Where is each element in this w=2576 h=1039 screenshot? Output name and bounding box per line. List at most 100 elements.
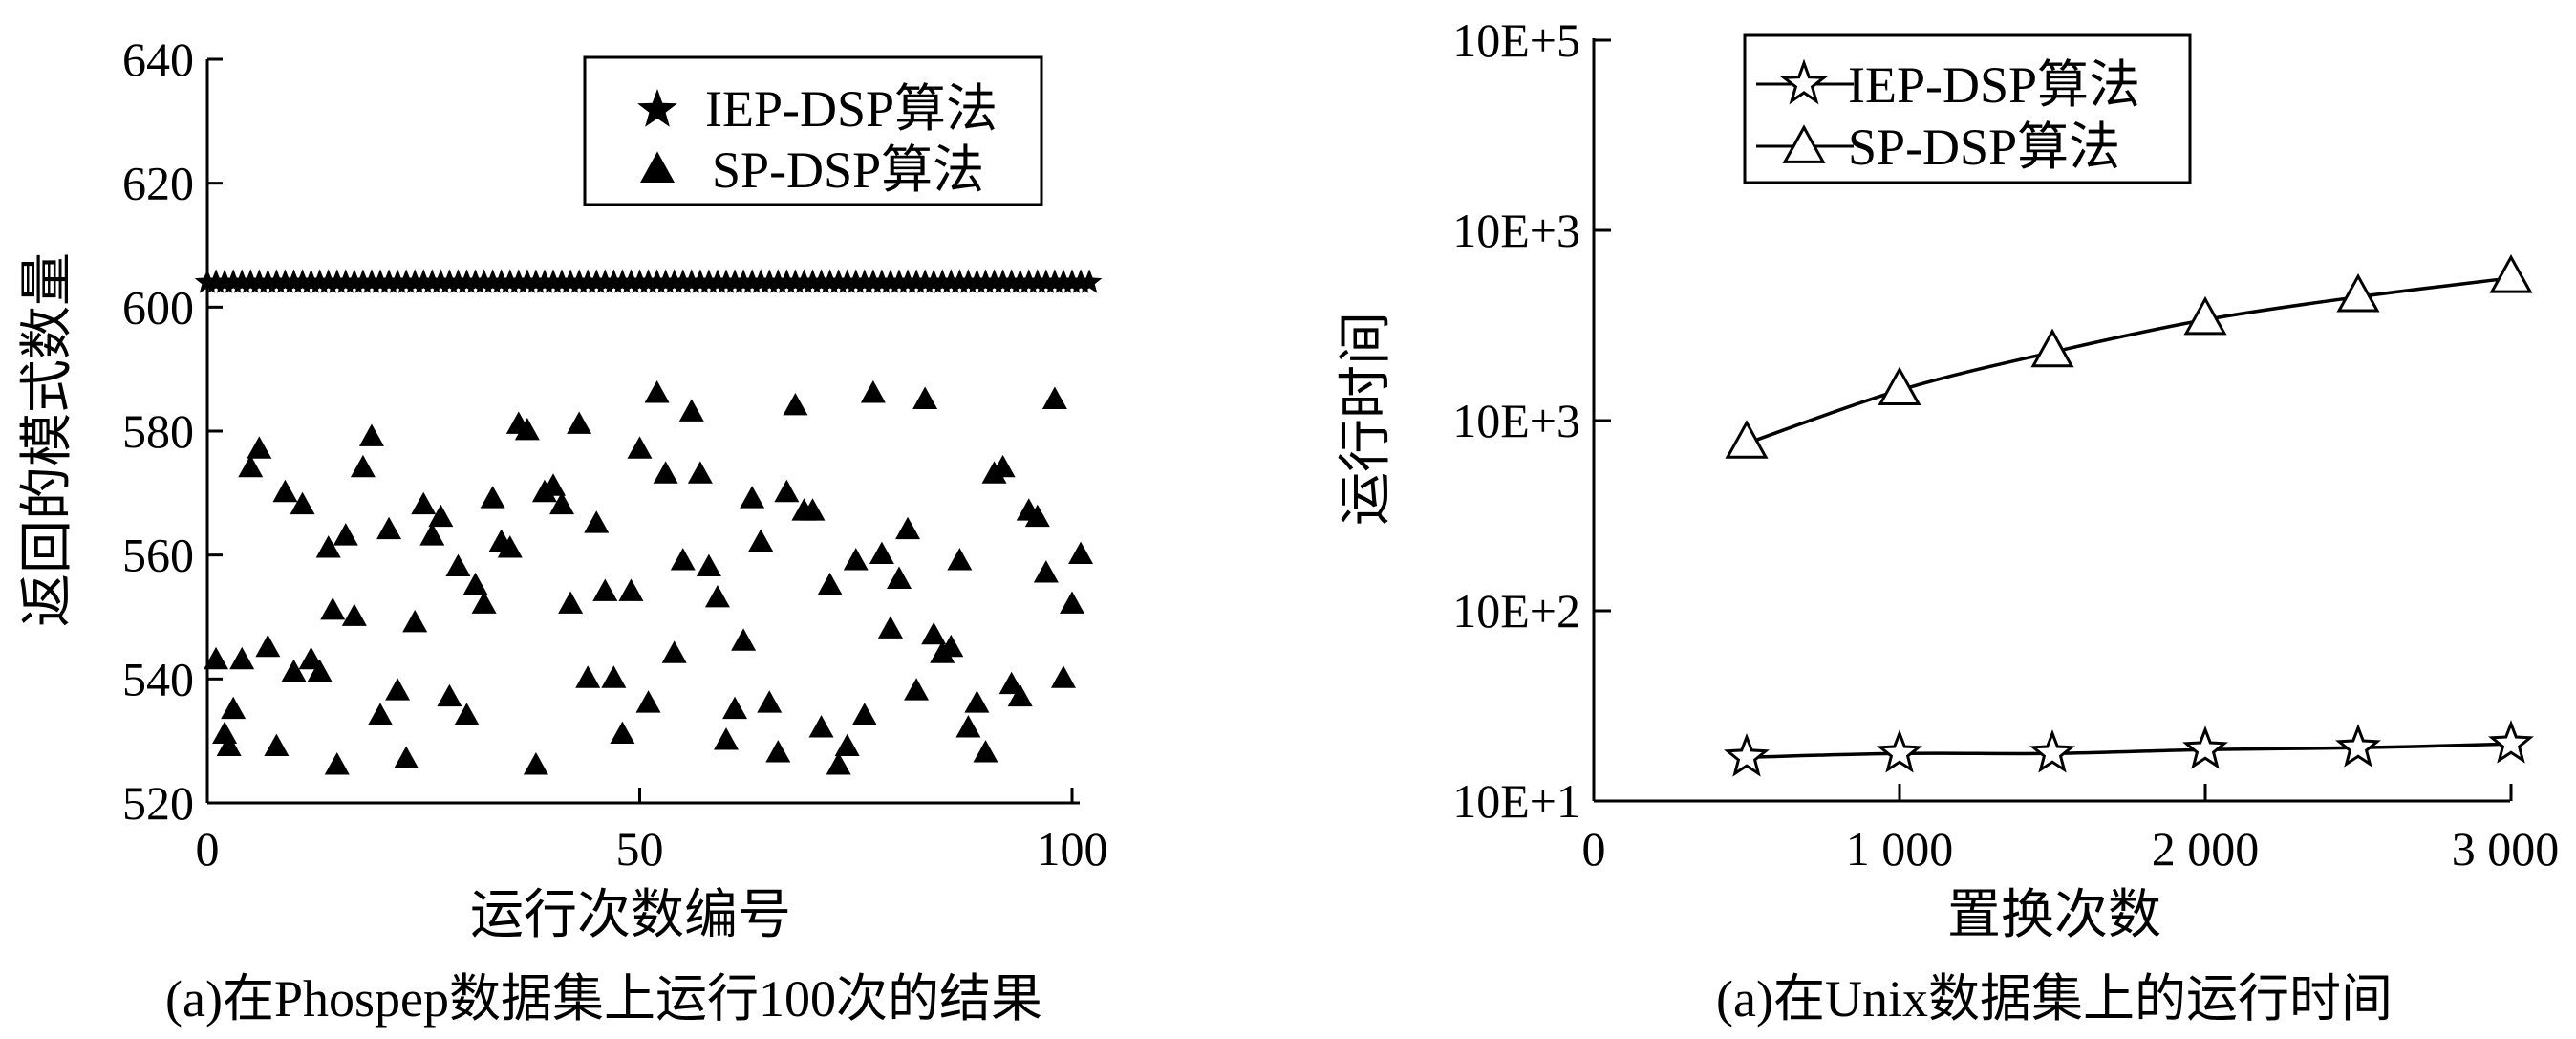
sp-point [2489,254,2533,293]
y-axis-ticks: 520 540 560 580 600 620 640 [122,32,223,830]
sp-point [834,733,860,757]
legend-label-iep: IEP-DSP算法 [1848,56,2140,114]
legend: IEP-DSP算法 SP-DSP算法 [1743,33,2192,184]
sp-series-line [1746,276,2512,445]
sp-point [610,721,635,745]
chart-caption: (a)在Phospep数据集上运行100次的结果 [165,970,1042,1028]
sp-point [904,678,930,701]
sp-point [757,690,783,713]
sp-point [947,548,973,571]
sp-point [653,461,678,484]
sp-point [670,548,696,571]
sp-point [714,727,739,750]
iep-point [1877,729,1922,773]
y-tick-label: 10E+3 [1452,394,1580,447]
sp-point [402,609,428,633]
x-tick-label: 0 [196,822,220,876]
sp-point [281,659,307,682]
sp-point [627,436,653,459]
scatter-chart: 520 540 560 580 600 620 640 0 50 100 返回的模式数量 运行次… [18,32,1108,1028]
sp-point [523,752,548,775]
line-chart: 10E+1 10E+2 10E+3 10E+3 10E+5 0 1 000 2 000 3 0… [1337,13,2559,1028]
sp-point [1060,591,1084,614]
iep-point [2335,724,2381,768]
sp-point [558,591,584,614]
iep-point [1076,269,1103,293]
sp-point [843,548,869,571]
y-axis-title: 返回的模式数量 [18,252,77,627]
legend-label-sp: SP-DSP算法 [712,141,984,199]
sp-point [1033,560,1059,583]
sp-point [765,740,791,763]
sp-point [264,733,290,757]
sp-point [826,752,851,775]
legend: IEP-DSP算法 SP-DSP算法 [583,55,1043,206]
sp-point [437,683,462,707]
sp-point [938,634,964,658]
sp-point [462,573,488,595]
y-tick-label: 560 [122,529,194,582]
sp-point [678,399,704,422]
sp-point [411,491,437,515]
sp-point [575,665,601,688]
sp-point [635,690,661,713]
legend-star-marker [1779,58,1829,105]
sp-point [341,603,367,626]
sp-point [644,380,670,403]
y-axis-title: 运行时间 [1337,312,1396,526]
sp-point [549,491,575,515]
sp-point [1007,683,1033,707]
sp-point [1024,504,1050,528]
sp-point [419,523,445,546]
x-axis-ticks: 0 1 000 2 000 3 000 [1582,784,2559,876]
plot-area [194,269,1103,775]
sp-point [394,746,419,768]
sp-point [445,553,471,576]
sp-point [661,640,687,663]
sp-point [320,596,346,620]
sp-point [851,703,877,725]
sp-point [618,578,644,601]
sp-point [921,621,947,645]
sp-point [2336,272,2380,313]
chart-caption: (a)在Unix数据集上的运行时间 [1716,970,2393,1028]
x-tick-label: 2 000 [2152,822,2260,876]
sp-point [216,733,242,757]
sp-point [1068,541,1094,565]
y-tick-label: 10E+2 [1452,584,1580,638]
sp-point [229,646,255,670]
x-tick-label: 50 [616,822,664,876]
y-tick-label: 640 [122,32,194,86]
sp-point [204,646,229,670]
x-tick-label: 100 [1037,822,1108,876]
sp-point [1041,386,1067,409]
sp-point [592,578,618,601]
sp-point [955,715,981,738]
sp-point [480,486,505,509]
sp-point [731,628,757,651]
sp-point [454,703,480,725]
sp-point [2183,295,2227,336]
sp-point [567,411,592,434]
x-tick-label: 1 000 [1846,822,1954,876]
sp-point [817,573,843,595]
y-tick-label: 620 [122,157,194,210]
sp-point [601,665,627,688]
sp-point [912,386,938,409]
sp-point [358,423,384,446]
iep-point [2182,725,2228,769]
y-tick-label: 580 [122,404,194,458]
sp-point [324,752,350,775]
sp-point [428,504,454,528]
sp-point [247,436,272,459]
y-tick-label: 520 [122,776,194,830]
sp-point [990,454,1016,478]
sp-point [385,678,411,701]
legend-label-iep: IEP-DSP算法 [705,80,998,138]
sp-point [307,659,333,682]
legend-star-marker [637,89,677,127]
sp-point [1050,665,1076,688]
sp-point [290,491,315,515]
sp-point [497,535,523,558]
sp-point [895,516,921,540]
